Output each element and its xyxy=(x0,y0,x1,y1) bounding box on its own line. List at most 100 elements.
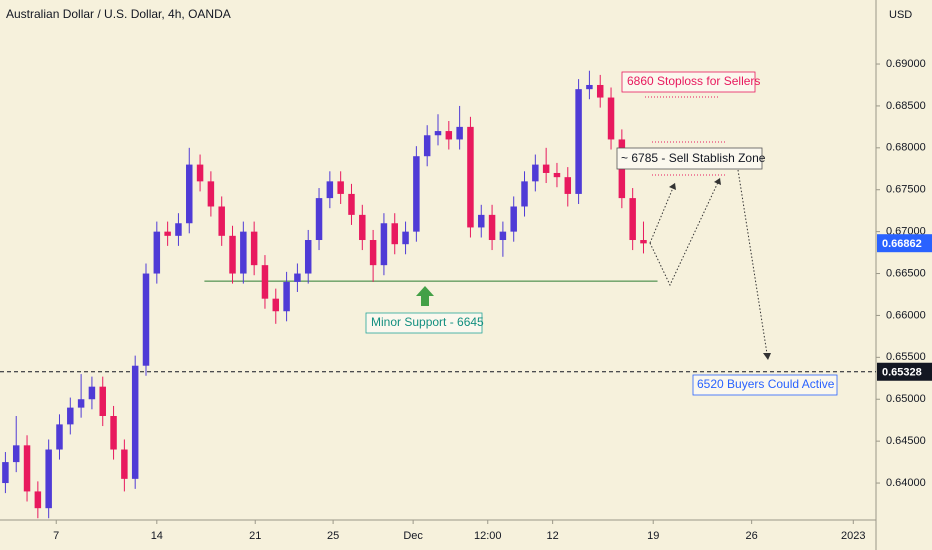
y-tick-label: 0.64000 xyxy=(886,477,926,489)
candle-body xyxy=(229,235,236,274)
candle-body xyxy=(186,164,193,224)
x-tick-label: 7 xyxy=(53,530,59,542)
candle-body xyxy=(359,214,366,241)
projection-arrow xyxy=(649,177,721,287)
candle-body xyxy=(575,89,582,194)
arrowhead xyxy=(714,178,721,185)
x-tick-label: 25 xyxy=(327,530,339,542)
candle-body xyxy=(2,462,9,484)
candle-body xyxy=(596,84,604,98)
price-label: 0.66862 xyxy=(882,238,922,250)
candle-body xyxy=(250,231,258,266)
candle-body xyxy=(456,126,463,140)
candle-body xyxy=(67,407,74,425)
candle-body xyxy=(110,416,117,450)
candle-body xyxy=(553,172,561,178)
candle-body xyxy=(142,273,150,366)
candle-body xyxy=(261,265,269,299)
annotation: Minor Support - 6645 xyxy=(371,315,484,329)
x-tick-label: 21 xyxy=(249,530,261,542)
y-tick-label: 0.68500 xyxy=(886,100,926,112)
candle-body xyxy=(521,181,528,207)
candle-body xyxy=(467,126,474,228)
arrowheads xyxy=(669,178,771,360)
annotation-box xyxy=(616,147,763,170)
annotation: 6520 Buyers Could Active xyxy=(697,377,835,391)
arrowhead xyxy=(669,183,676,190)
candle-body xyxy=(564,177,572,194)
chart-title: Australian Dollar / U.S. Dollar, 4h, OAN… xyxy=(6,7,231,21)
candle-body xyxy=(207,181,215,207)
candle-body xyxy=(478,214,485,228)
candle-body xyxy=(164,231,171,236)
currency-label: USD xyxy=(889,9,912,21)
candle-body xyxy=(380,223,388,266)
y-tick-label: 0.65000 xyxy=(886,393,926,405)
candle-body xyxy=(326,181,334,199)
annotation-box xyxy=(621,71,756,93)
y-tick-label: 0.64500 xyxy=(886,435,926,447)
candle-body xyxy=(337,181,344,194)
candle-body xyxy=(532,164,539,182)
candle-body xyxy=(629,198,636,241)
candle-body xyxy=(175,223,182,236)
candle-body xyxy=(369,240,377,266)
x-tick-label: 2023 xyxy=(841,530,865,542)
candle-body xyxy=(413,156,420,232)
candle-body xyxy=(34,491,42,509)
candle-body xyxy=(488,214,496,241)
candle-body xyxy=(218,206,225,236)
x-tick-label: 19 xyxy=(647,530,659,542)
candle-body xyxy=(510,206,517,232)
candle-body xyxy=(99,386,106,416)
x-tick-label: 26 xyxy=(746,530,758,542)
support-arrow xyxy=(416,286,434,306)
y-tick-label: 0.67500 xyxy=(886,184,926,196)
candle-body xyxy=(153,231,161,274)
y-tick-label: 0.66000 xyxy=(886,309,926,321)
price-label-box xyxy=(877,362,932,381)
candle-body xyxy=(196,164,204,182)
annotation-box xyxy=(365,312,483,334)
candle-body xyxy=(402,231,409,245)
candle-body xyxy=(283,281,290,312)
candle-body xyxy=(348,193,355,215)
y-tick-label: 0.65500 xyxy=(886,351,926,363)
x-tick-label: 12 xyxy=(547,530,559,542)
y-tick-label: 0.69000 xyxy=(886,58,926,70)
annotation: 6860 Stoploss for Sellers xyxy=(627,74,760,88)
candle-body xyxy=(607,97,615,140)
candle-body xyxy=(121,449,128,479)
price-label-box xyxy=(877,234,932,253)
price-label: 0.65328 xyxy=(882,367,922,379)
projection-arrow xyxy=(649,182,676,244)
candle-body xyxy=(272,298,280,312)
candle-body xyxy=(542,164,550,173)
x-tick-label: Dec xyxy=(403,530,423,542)
candle-body xyxy=(499,231,507,241)
candle-body xyxy=(56,424,63,450)
projection xyxy=(649,169,769,361)
x-tick-label: 14 xyxy=(151,530,163,542)
candle-body xyxy=(77,399,85,408)
x-tick-label: 12:00 xyxy=(474,530,502,542)
candle-body xyxy=(23,445,31,492)
candle-body xyxy=(240,231,247,274)
candle-body xyxy=(391,223,398,245)
annotation-box xyxy=(692,374,838,396)
annotation: ~ 6785 - Sell Stablish Zone xyxy=(621,151,766,165)
candle-body xyxy=(12,445,20,463)
y-tick-label: 0.66500 xyxy=(886,267,926,279)
candle-body xyxy=(445,131,453,140)
candle-body xyxy=(294,273,301,282)
y-tick-label: 0.68000 xyxy=(886,142,926,154)
candle-body xyxy=(640,240,647,244)
candle-body xyxy=(315,198,323,241)
candle-body xyxy=(586,84,593,90)
candle-body xyxy=(434,131,442,136)
candle-body xyxy=(131,365,139,479)
projection-arrow xyxy=(737,169,769,361)
arrowhead xyxy=(763,353,771,360)
